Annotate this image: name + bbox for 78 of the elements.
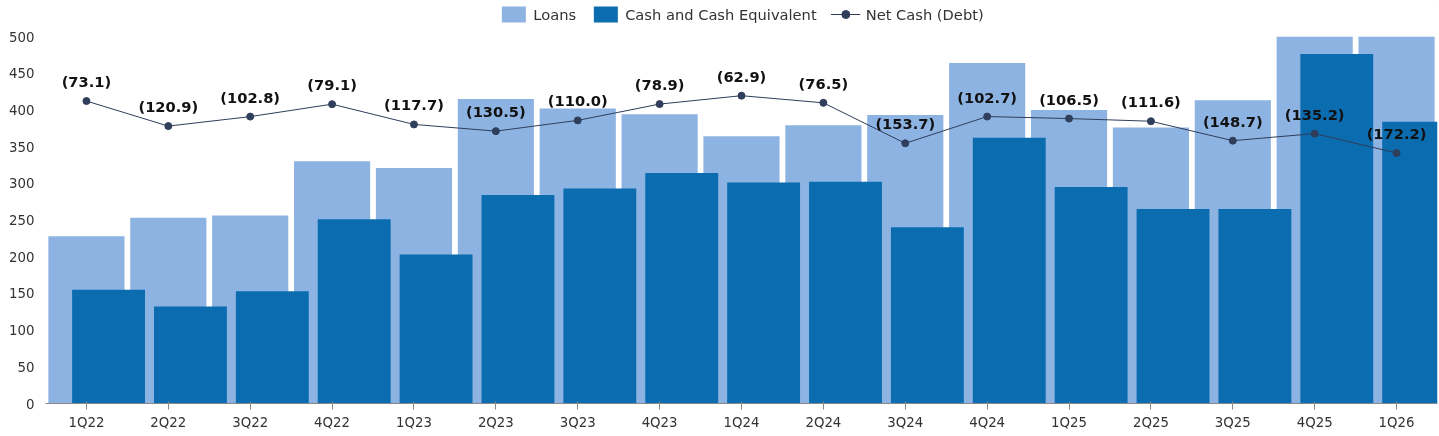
data-label: (120.9) [138, 98, 199, 116]
x-tick-label: 2Q24 [805, 414, 842, 430]
x-tick-label: 1Q23 [396, 414, 432, 430]
bar [153, 306, 227, 404]
bar [1218, 208, 1292, 404]
point [164, 122, 173, 131]
data-label: (148.7) [1202, 112, 1263, 130]
point [1146, 117, 1155, 126]
bar [317, 219, 391, 404]
bar [727, 182, 801, 404]
y-tick-label: 200 [9, 249, 35, 265]
data-label: (117.7) [384, 96, 444, 114]
point [901, 139, 910, 148]
point [819, 98, 828, 107]
point [655, 100, 664, 109]
point [82, 97, 91, 106]
bar [399, 254, 473, 404]
legend-label: Loans [533, 5, 577, 23]
x-tick-label: 1Q22 [68, 414, 105, 430]
data-label: (153.7) [875, 115, 936, 133]
bar [481, 195, 555, 404]
data-label: (102.8) [220, 88, 281, 106]
data-label: (102.7) [957, 88, 1018, 106]
bar [809, 181, 882, 404]
x-tick-label: 3Q24 [887, 414, 924, 430]
bar [972, 137, 1046, 404]
x-tick-label: 1Q26 [1378, 414, 1415, 430]
bar [1054, 186, 1128, 404]
point [1228, 136, 1237, 145]
data-label: (73.1) [61, 73, 112, 91]
bar [645, 173, 719, 404]
point [491, 127, 500, 136]
x-tick-label: 4Q23 [641, 414, 678, 430]
point [1065, 114, 1074, 123]
y-tick-label: 100 [9, 323, 35, 339]
y-tick-label: 50 [17, 359, 35, 375]
y-tick-label: 250 [9, 213, 35, 228]
x-tick-label: 1Q25 [1051, 414, 1087, 430]
y-tick-label: 500 [9, 29, 35, 45]
bar [563, 188, 637, 404]
y-tick-label: 350 [9, 139, 35, 155]
y-tick-label: 450 [9, 66, 35, 82]
bar [72, 289, 145, 404]
x-tick-label: 3Q22 [232, 414, 269, 430]
x-tick-label: 1Q24 [723, 414, 760, 430]
x-tick-label: 4Q22 [314, 414, 351, 430]
x-tick-label: 3Q25 [1214, 414, 1251, 430]
point [573, 116, 582, 125]
x-tick-label: 4Q25 [1296, 414, 1333, 430]
x-tick-label: 3Q23 [559, 414, 596, 430]
point [246, 112, 255, 121]
x-tick-label: 4Q24 [969, 414, 1006, 430]
data-label: (110.0) [547, 92, 608, 110]
legend-label: Cash and Cash Equivalent [625, 5, 817, 23]
point [1392, 149, 1401, 157]
data-label: (130.5) [465, 103, 526, 121]
data-label: (79.1) [307, 76, 357, 94]
y-tick-label: 300 [9, 176, 35, 192]
bar [235, 291, 309, 404]
y-tick-label: 400 [9, 102, 35, 118]
point [983, 112, 992, 121]
point [737, 91, 746, 100]
y-tick-label: 0 [26, 396, 35, 412]
bar [1136, 208, 1210, 404]
x-tick-label: 2Q25 [1132, 414, 1169, 430]
data-label: (76.5) [798, 74, 849, 92]
data-label: (106.5) [1039, 90, 1099, 108]
data-label: (78.9) [634, 76, 685, 94]
data-label: (62.9) [716, 67, 767, 85]
bar [890, 227, 964, 404]
y-tick-label: 150 [9, 286, 35, 302]
data-label: (111.6) [1121, 93, 1181, 111]
point [409, 120, 418, 129]
legend-label: Net Cash (Debt) [865, 5, 984, 23]
point [328, 100, 337, 109]
point [1310, 129, 1319, 138]
x-tick-label: 2Q22 [150, 414, 187, 430]
x-tick-label: 2Q23 [477, 414, 514, 430]
